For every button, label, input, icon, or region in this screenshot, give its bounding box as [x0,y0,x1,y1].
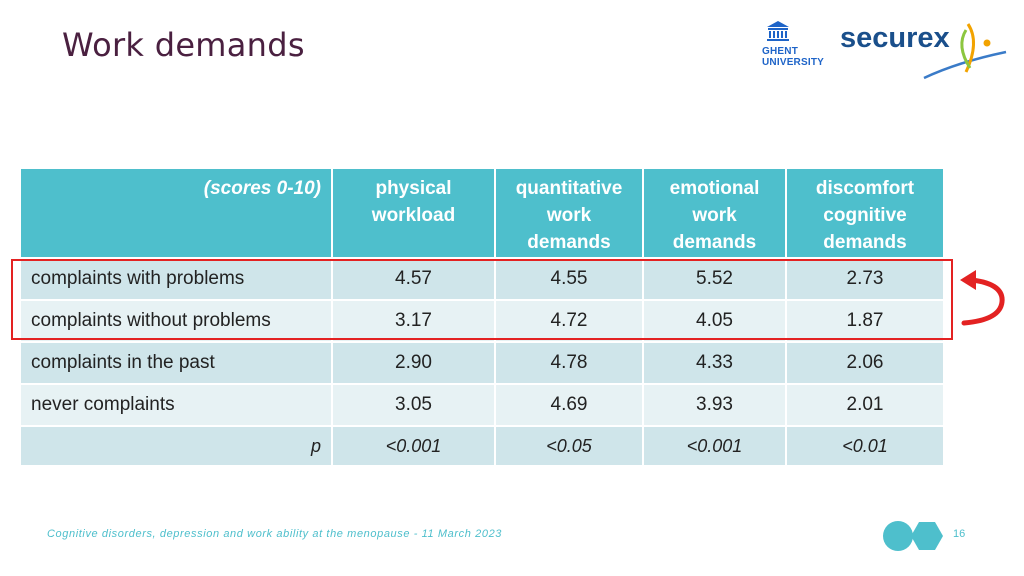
table-cell: 2.90 [331,341,496,385]
table-row: never complaints 3.05 4.69 3.93 2.01 [19,383,945,427]
table-cell: 2.73 [785,257,945,301]
swap-arrow-icon [960,270,1005,326]
table-header-row: (scores 0-10) physical workload quantita… [19,167,945,259]
table-cell: 4.05 [642,299,787,343]
highlight-box [11,259,953,340]
table-cell: 1.87 [785,299,945,343]
securex-logo: securex [838,22,1008,82]
row-label: complaints without problems [19,299,333,343]
table-row: complaints in the past 2.90 4.78 4.33 2.… [19,341,945,385]
securex-wordmark: securex [840,22,950,54]
ghent-university-logo: GHENT UNIVERSITY [762,20,828,74]
header-text: demands [672,232,757,253]
p-value-cell: <0.001 [642,425,787,467]
table-cell: 4.69 [494,383,644,427]
header-text: demands [823,232,907,253]
header-text: work [546,205,592,226]
p-value-cell: <0.05 [494,425,644,467]
table-cell: 4.33 [642,341,787,385]
securex-swoosh-icon [923,23,1007,80]
table-cell: 3.05 [331,383,496,427]
page-decoration-icon [883,521,943,551]
work-demands-table: (scores 0-10) physical workload quantita… [19,167,945,467]
header-text: demands [527,232,611,253]
header-text: quantitative [515,178,623,199]
header-text: discomfort [815,178,915,199]
ghent-line-1: GHENT [762,46,798,57]
header-corner: (scores 0-10) [19,167,333,259]
header-quantitative-work-demands: quantitative work demands [494,167,644,259]
building-icon [767,21,789,41]
header-text: workload [371,205,456,226]
row-label: never complaints [19,383,333,427]
header-text: emotional [669,178,760,199]
row-label: complaints in the past [19,341,333,385]
table-cell: 4.78 [494,341,644,385]
header-emotional-work-demands: emotional work demands [642,167,787,259]
slide-title: Work demands [62,26,305,64]
page-number: 16 [953,528,966,540]
ghent-line-2: UNIVERSITY [762,57,825,68]
table-row: complaints with problems 4.57 4.55 5.52 … [19,257,945,301]
table-cell: 3.17 [331,299,496,343]
table-cell: 2.06 [785,341,945,385]
p-value-row: p <0.001 <0.05 <0.001 <0.01 [19,425,945,467]
p-value-cell: <0.001 [331,425,496,467]
scores-label: (scores 0-10) [203,178,321,199]
header-physical-workload: physical workload [331,167,496,259]
header-text: physical [375,178,452,199]
header-text: cognitive [823,205,907,226]
table-cell: 4.72 [494,299,644,343]
table-row: complaints without problems 3.17 4.72 4.… [19,299,945,343]
table-cell: 4.55 [494,257,644,301]
row-label: complaints with problems [19,257,333,301]
p-value-cell: <0.01 [785,425,945,467]
table-cell: 2.01 [785,383,945,427]
slide-footer: Cognitive disorders, depression and work… [47,528,503,540]
table-cell: 3.93 [642,383,787,427]
header-discomfort-cognitive-demands: discomfort cognitive demands [785,167,945,259]
p-label: p [19,425,333,467]
header-text: work [692,205,737,226]
table-cell: 4.57 [331,257,496,301]
table-cell: 5.52 [642,257,787,301]
